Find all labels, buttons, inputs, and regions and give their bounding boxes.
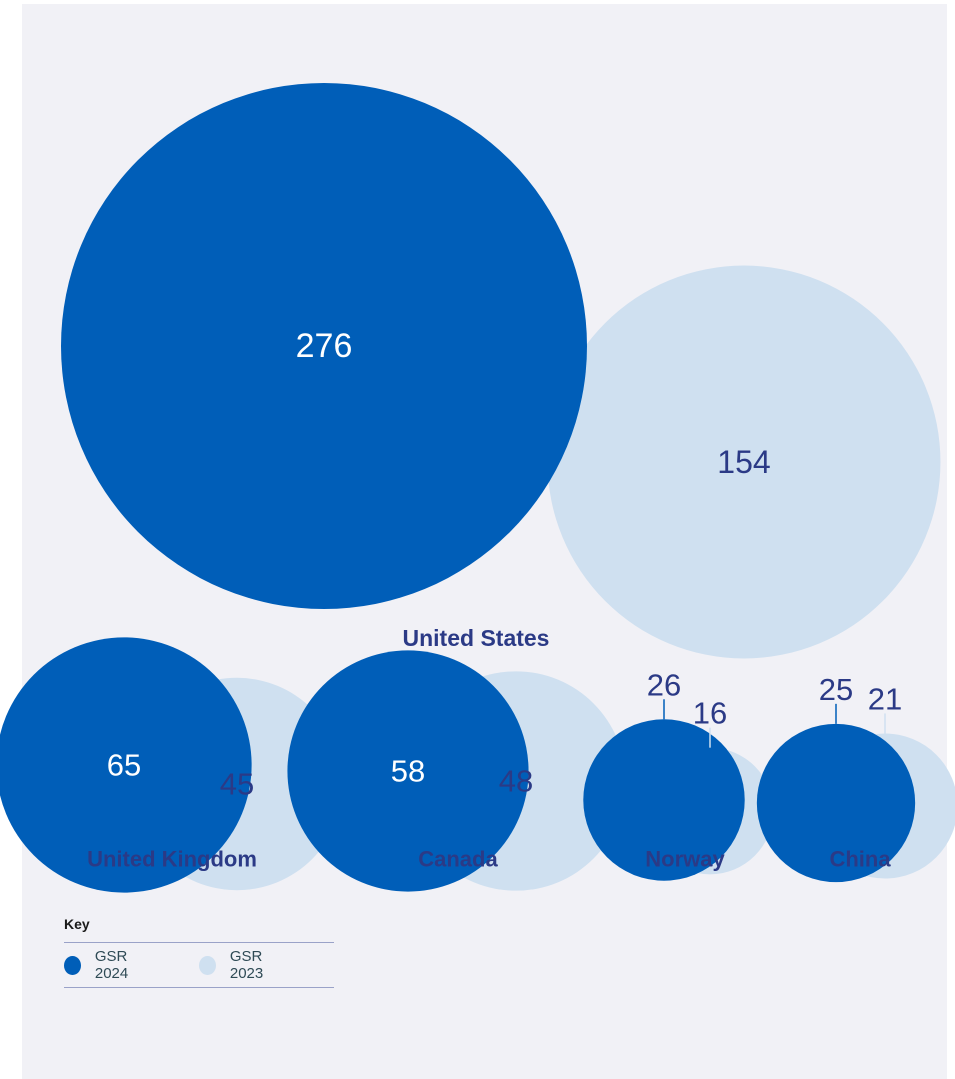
country-label-norway: Norway	[645, 847, 725, 872]
country-label-china: China	[829, 847, 891, 872]
bubble-group-china: 25 21 China	[757, 672, 955, 882]
legend-label-gsr-2024: GSR 2024	[95, 948, 157, 982]
legend-title: Key	[64, 916, 334, 932]
value-label-china-gsr-2024: 25	[819, 672, 853, 707]
legend-swatch-gsr-2024	[64, 956, 81, 975]
legend: Key GSR 2024 GSR 2023	[64, 916, 334, 988]
legend-swatch-gsr-2023	[199, 956, 216, 975]
value-label-norway-gsr-2024: 26	[647, 667, 681, 702]
country-label-united-states: United States	[403, 625, 550, 651]
value-label-united-states-gsr-2023: 154	[717, 444, 770, 480]
legend-item-gsr-2024: GSR 2024	[64, 948, 157, 982]
bubble-group-canada: 58 48 Canada	[287, 650, 625, 891]
country-label-canada: Canada	[418, 847, 498, 872]
legend-label-gsr-2023: GSR 2023	[230, 948, 292, 982]
value-label-norway-gsr-2023: 16	[693, 696, 727, 731]
legend-item-gsr-2023: GSR 2023	[199, 948, 292, 982]
value-label-united-kingdom-gsr-2023: 45	[220, 767, 254, 802]
value-label-united-kingdom-gsr-2024: 65	[107, 748, 141, 783]
bubble-group-norway: 26 16 Norway	[583, 667, 773, 880]
value-label-united-states-gsr-2024: 276	[296, 327, 353, 365]
legend-divider-bottom	[64, 987, 334, 988]
value-label-canada-gsr-2023: 48	[499, 764, 533, 799]
legend-items: GSR 2024 GSR 2023	[64, 943, 334, 987]
country-label-united-kingdom: United Kingdom	[87, 847, 257, 872]
bubble-group-united-states: 276 154 United States	[61, 83, 940, 658]
value-label-canada-gsr-2024: 58	[391, 754, 425, 789]
value-label-china-gsr-2023: 21	[868, 681, 902, 716]
